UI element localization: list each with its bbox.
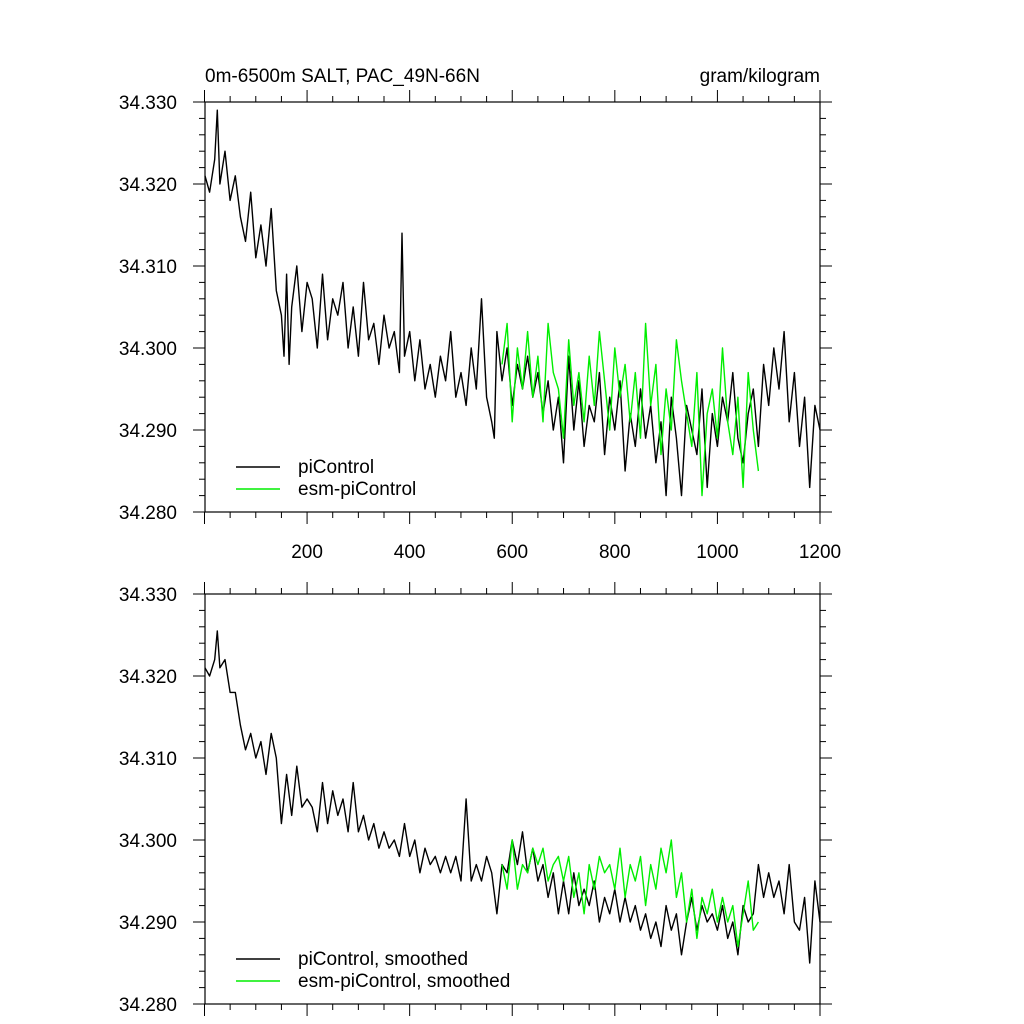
plot-frame (204, 593, 821, 1005)
y-tick-label: 34.280 (119, 503, 177, 524)
y-tick-label: 34.310 (119, 257, 177, 278)
x-tick-label: 1200 (799, 542, 841, 563)
legend-label: esm-piControl (298, 479, 416, 500)
y-tick-label: 34.330 (119, 585, 177, 606)
legend-label: esm-piControl, smoothed (298, 971, 510, 992)
y-tick-label: 34.280 (119, 995, 177, 1016)
x-tick-label: 800 (599, 542, 631, 563)
units-label: gram/kilogram (700, 66, 820, 87)
top-panel: 34.280 34.290 34.300 34.310 34.320 34.330 200 4… (119, 90, 841, 563)
figure-title: 0m-6500m SALT, PAC_49N-66N (205, 66, 480, 87)
bottom-panel: 34.280 34.290 34.300 34.310 34.320 34.330 piCo… (119, 582, 832, 1016)
y-tick-label: 34.320 (119, 175, 177, 196)
y-tick-label: 34.310 (119, 749, 177, 770)
series-line-picontrol (204, 109, 821, 497)
x-tick-label: 600 (496, 542, 528, 563)
y-tick-label: 34.330 (119, 93, 177, 114)
x-tick-label: 400 (394, 542, 426, 563)
y-tick-label: 34.300 (119, 339, 177, 360)
x-tick-label: 1000 (696, 542, 738, 563)
series-line-esm-picontrol (501, 322, 760, 497)
series-line-esm-picontrol-smoothed (501, 839, 759, 948)
y-tick-label: 34.290 (119, 421, 177, 442)
y-tick-label: 34.320 (119, 667, 177, 688)
x-tick-label: 200 (291, 542, 323, 563)
plot-frame (204, 101, 821, 513)
y-tick-label: 34.290 (119, 913, 177, 934)
legend-label: piControl, smoothed (298, 949, 468, 970)
series-line-picontrol-smoothed (204, 630, 821, 964)
legend-label: piControl (298, 457, 374, 478)
y-tick-label: 34.300 (119, 831, 177, 852)
